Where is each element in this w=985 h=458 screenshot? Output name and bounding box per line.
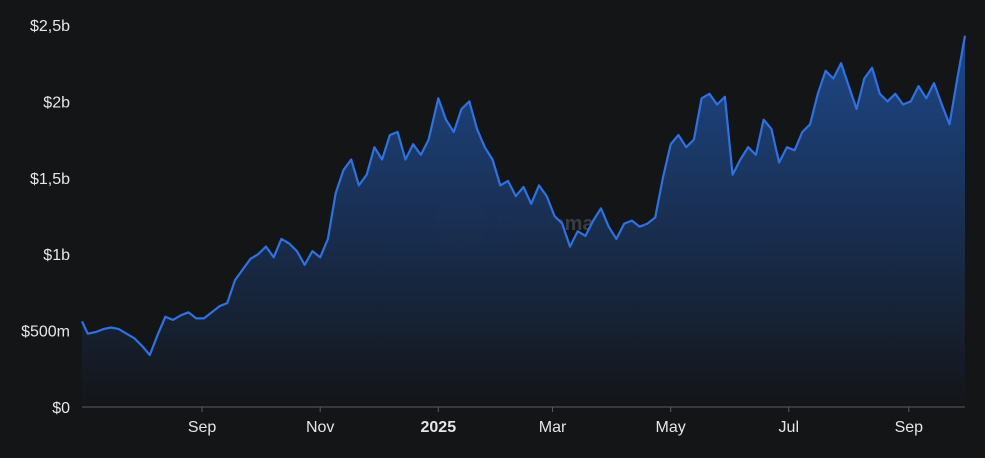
x-tick-label: May — [656, 419, 686, 436]
tvl-area-fill — [82, 35, 965, 407]
y-tick-label: $0 — [52, 400, 70, 417]
y-axis: $0 $500m $1b $1,5b $2b $2,5b — [21, 18, 70, 417]
y-tick-label: $2,5b — [30, 18, 70, 35]
x-axis: Sep Nov 2025 Mar May Jul Sep — [188, 407, 923, 436]
x-tick-label: Sep — [895, 419, 924, 436]
x-tick-label: 2025 — [421, 419, 457, 436]
tvl-series-line — [81, 35, 967, 357]
x-tick-label: Sep — [188, 419, 217, 436]
x-tick-label: Jul — [779, 419, 799, 436]
y-tick-label: $1,5b — [30, 171, 70, 188]
x-tick-label: Nov — [306, 419, 334, 436]
y-tick-label: $2b — [43, 94, 70, 111]
x-tick-label: Mar — [539, 419, 567, 436]
y-tick-label: $500m — [21, 324, 70, 341]
y-tick-label: $1b — [43, 247, 70, 264]
